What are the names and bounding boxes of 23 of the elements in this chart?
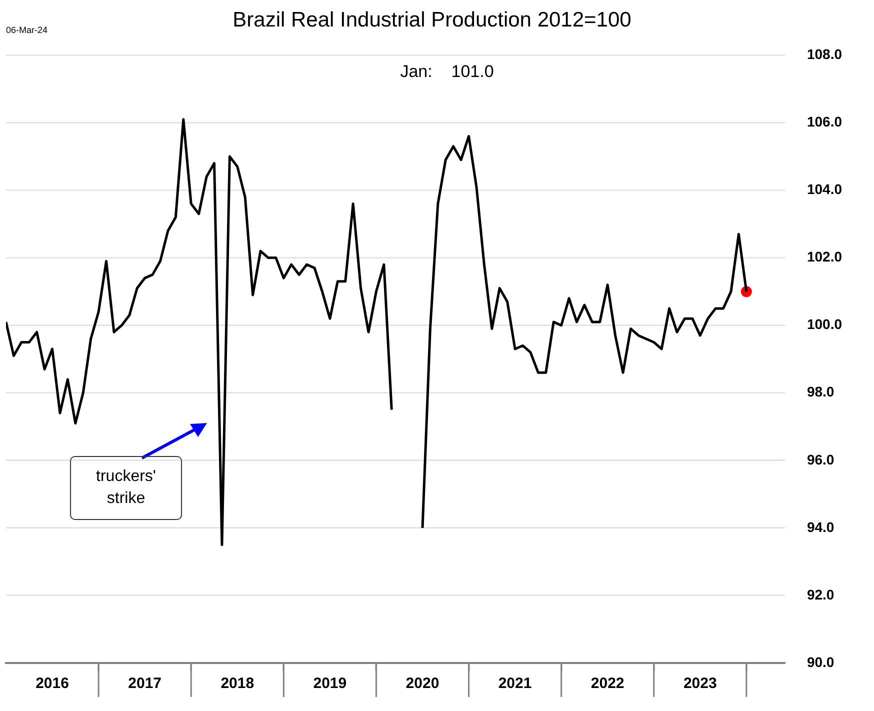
x-tick-label: 2018 xyxy=(220,675,254,692)
y-tick-label: 100.0 xyxy=(806,316,842,332)
y-tick-label: 92.0 xyxy=(806,586,834,602)
y-tick-label: 96.0 xyxy=(806,451,834,468)
y-tick-label: 108.0 xyxy=(806,46,842,62)
x-tick-label: 2020 xyxy=(406,675,440,692)
x-tick-label: 2023 xyxy=(683,675,717,692)
y-tick-label: 102.0 xyxy=(806,248,842,265)
chart-title: Brazil Real Industrial Production 2012=100 xyxy=(232,8,632,32)
y-tick-label: 94.0 xyxy=(806,518,834,535)
callout-box: truckers' strike xyxy=(70,456,182,520)
annotation: truckers' strike xyxy=(95,467,157,509)
y-tick-label: 104.0 xyxy=(806,181,842,198)
text: 06-Mar-24 xyxy=(6,25,48,35)
y-tick-label: 90.0 xyxy=(806,654,834,670)
x-tick-label: 2016 xyxy=(36,675,69,692)
x-tick-label: 2017 xyxy=(128,675,162,692)
x-tick-label: 2021 xyxy=(498,675,532,692)
y-tick-label: 98.0 xyxy=(806,384,834,400)
x-tick-label: 2019 xyxy=(313,675,347,692)
x-tick-label: 2022 xyxy=(590,675,624,692)
y-tick-label: 106.0 xyxy=(806,114,842,130)
annotation: Jan: 101.0 xyxy=(400,62,494,82)
